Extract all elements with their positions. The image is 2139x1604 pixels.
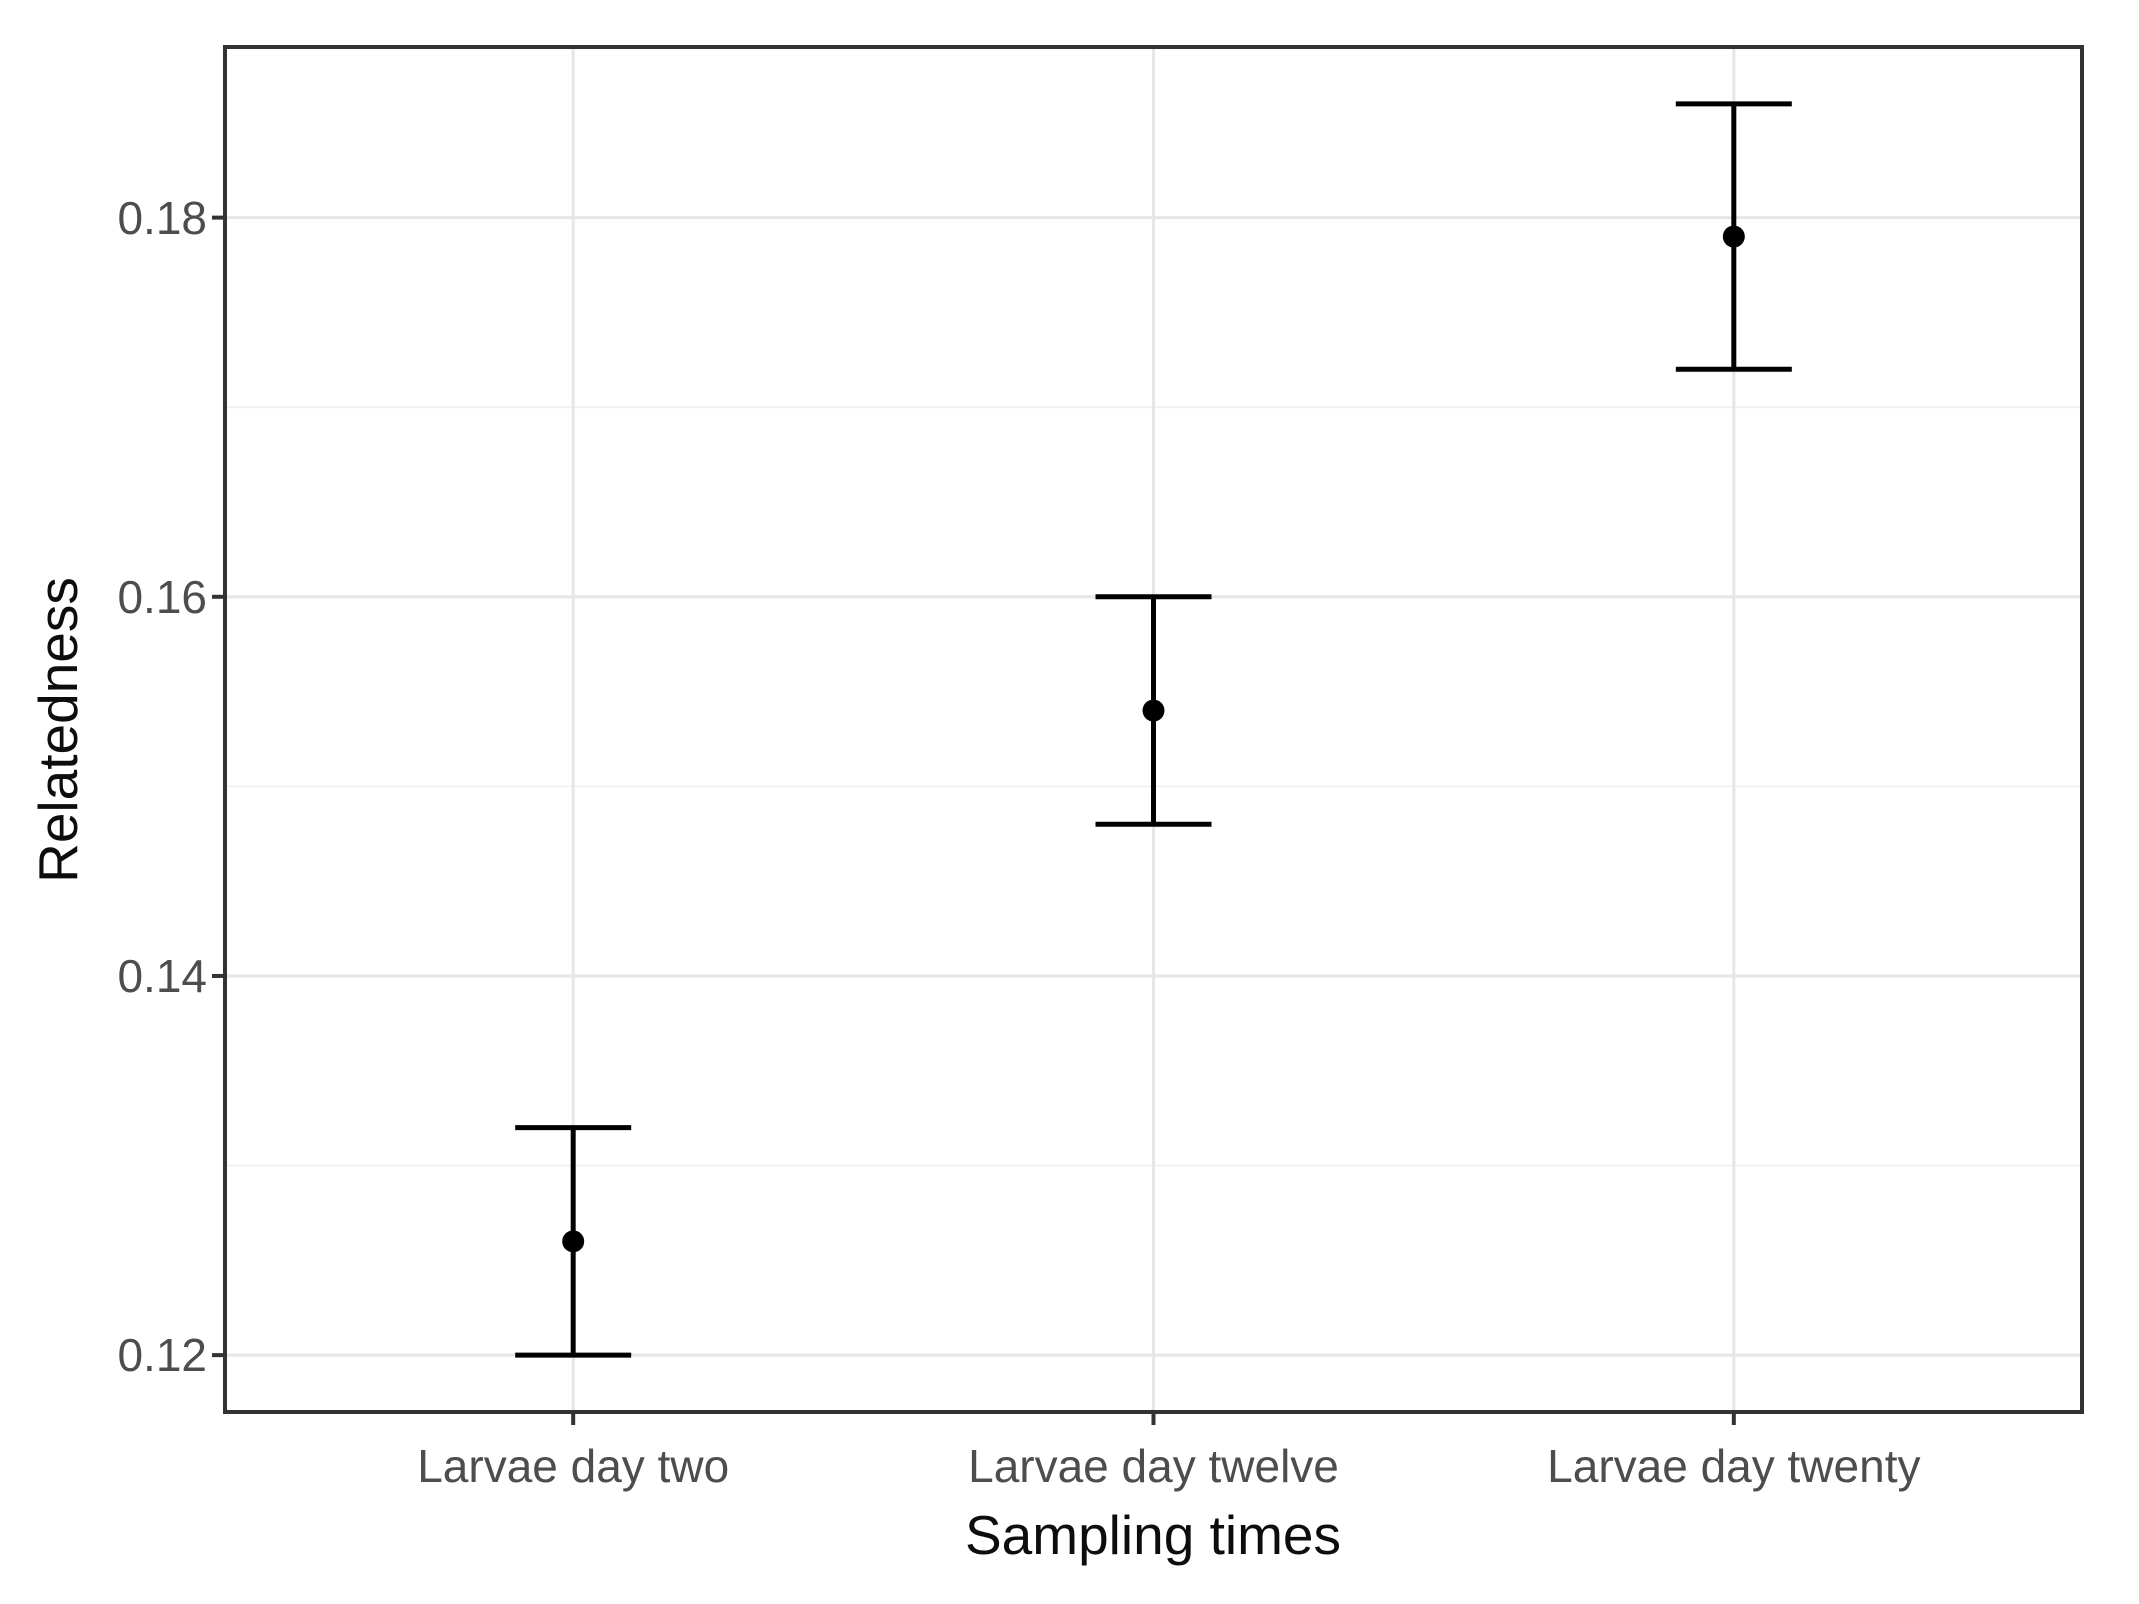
x-axis-title: Sampling times bbox=[965, 1504, 1341, 1566]
data-point bbox=[562, 1230, 585, 1253]
data-point bbox=[1722, 225, 1745, 248]
data-point bbox=[1142, 699, 1165, 722]
y-axis-title: Relatedness bbox=[27, 577, 89, 883]
